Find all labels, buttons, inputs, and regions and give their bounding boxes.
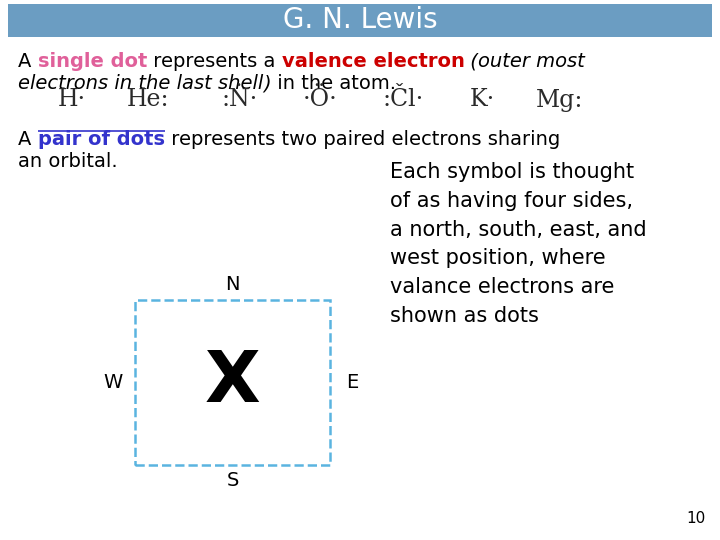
Bar bbox=[8, 4, 712, 37]
Text: W: W bbox=[104, 373, 122, 392]
Text: represents a: represents a bbox=[147, 52, 282, 71]
Text: S: S bbox=[226, 471, 239, 490]
Text: single dot: single dot bbox=[37, 52, 147, 71]
Text: in the atom.: in the atom. bbox=[271, 74, 396, 93]
Text: A: A bbox=[18, 130, 37, 149]
Text: (: ( bbox=[464, 52, 478, 71]
Text: pair of dots: pair of dots bbox=[37, 130, 165, 149]
Text: outer most: outer most bbox=[478, 52, 585, 71]
Text: G. N. Lewis: G. N. Lewis bbox=[283, 6, 437, 35]
Text: Each symbol is thought
of as having four sides,
a north, south, east, and
west p: Each symbol is thought of as having four… bbox=[390, 162, 647, 326]
Text: X: X bbox=[204, 348, 261, 417]
Text: represents two paired electrons sharing: represents two paired electrons sharing bbox=[165, 130, 560, 149]
Text: A: A bbox=[18, 52, 37, 71]
Text: Mg:: Mg: bbox=[536, 89, 584, 111]
Text: electrons in the last shell: electrons in the last shell bbox=[18, 74, 264, 93]
Text: H·: H· bbox=[58, 89, 86, 111]
Text: N: N bbox=[225, 274, 240, 294]
Text: :Ṅ·: :Ṅ· bbox=[222, 89, 258, 111]
Text: 10: 10 bbox=[687, 511, 706, 526]
Text: K·: K· bbox=[469, 89, 495, 111]
Text: He:: He: bbox=[127, 89, 169, 111]
Text: ): ) bbox=[264, 74, 271, 93]
Text: ·Ö·: ·Ö· bbox=[302, 89, 338, 111]
Bar bbox=[135, 300, 330, 465]
Text: an orbital.: an orbital. bbox=[18, 152, 117, 171]
Text: valence electron: valence electron bbox=[282, 52, 464, 71]
Text: E: E bbox=[346, 373, 358, 392]
Text: :Čl·: :Čl· bbox=[382, 89, 423, 111]
